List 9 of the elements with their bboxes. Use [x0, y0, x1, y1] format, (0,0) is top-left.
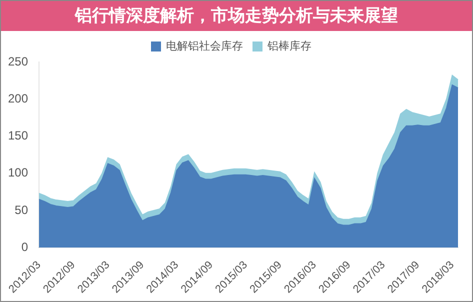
y-tick-label: 100	[8, 166, 28, 180]
y-tick-label: 50	[14, 202, 28, 217]
legend-label: 电解铝社会库存	[166, 40, 243, 53]
y-tick-label: 200	[8, 91, 28, 106]
legend-label: 铝棒库存	[266, 40, 312, 53]
y-tick-label: 0	[21, 240, 28, 254]
y-tick-label: 150	[8, 128, 28, 143]
y-tick-label: 250	[8, 54, 28, 68]
chart-title: 铝行情深度解析，市场走势分析与未来展望	[1, 1, 472, 31]
